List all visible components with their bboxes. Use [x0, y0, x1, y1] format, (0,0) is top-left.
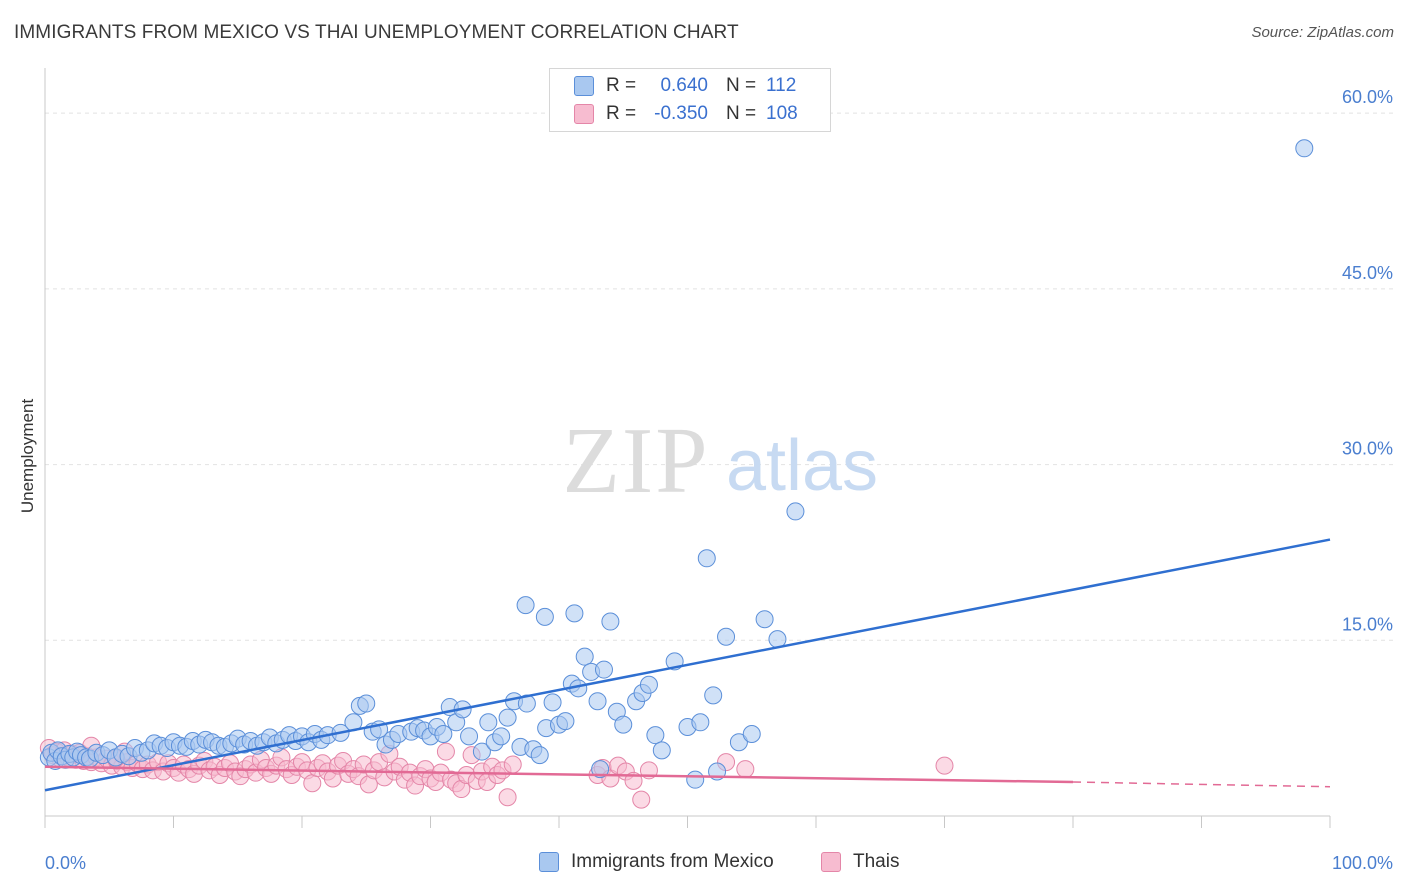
point-mexico — [357, 694, 376, 713]
point-thais — [736, 760, 755, 779]
legend-n-label: N = — [726, 103, 757, 124]
legend-label-thais: Thais — [853, 851, 900, 872]
legend-swatch-mexico — [574, 76, 594, 96]
legend-item-thais: Thais — [821, 851, 899, 873]
trend-line-thais-extension — [1072, 781, 1331, 788]
point-thais — [632, 790, 651, 809]
y-axis-label: Unemployment — [18, 399, 37, 514]
legend-swatch-mexico — [539, 852, 559, 872]
grid-lines — [45, 112, 1393, 641]
point-mexico — [479, 713, 498, 732]
point-mexico — [686, 770, 705, 789]
point-mexico — [492, 727, 511, 746]
y-tick-label: 30.0% — [1342, 439, 1393, 459]
point-mexico — [691, 713, 710, 732]
chart-title: IMMIGRANTS FROM MEXICO VS THAI UNEMPLOYM… — [14, 22, 739, 43]
point-mexico — [535, 607, 554, 626]
legend-item-mexico: Immigrants from Mexico — [539, 851, 774, 873]
point-mexico — [742, 725, 761, 743]
point-thais — [498, 788, 517, 807]
point-mexico — [575, 647, 594, 666]
trend-line-thais — [44, 765, 1074, 784]
mexico-points — [39, 139, 1314, 789]
point-mexico — [543, 693, 562, 712]
correlation-legend: R = 0.640 N = 112 R = -0.350 N = 108 — [549, 68, 831, 132]
axes — [44, 68, 1331, 828]
series-legend: Immigrants from Mexico Thais — [0, 851, 1406, 879]
legend-n-value: 112 — [766, 75, 797, 96]
legend-r-value: 0.640 — [660, 75, 708, 96]
point-mexico — [639, 675, 658, 694]
point-mexico — [729, 733, 748, 752]
point-mexico — [614, 715, 633, 734]
legend-r-label: R = — [606, 75, 637, 96]
point-mexico — [556, 712, 575, 731]
y-tick-label: 60.0% — [1342, 87, 1393, 107]
point-mexico — [717, 627, 736, 646]
point-mexico — [460, 727, 479, 746]
point-mexico — [1295, 139, 1314, 158]
watermark: ZIP atlas — [563, 409, 879, 513]
point-mexico — [704, 686, 723, 705]
legend-r-value: -0.350 — [654, 103, 708, 124]
point-mexico — [516, 596, 535, 615]
point-mexico — [646, 726, 665, 745]
point-thais — [503, 755, 522, 774]
y-tick-label: 15.0% — [1342, 614, 1393, 634]
trend-line-mexico — [44, 538, 1331, 792]
point-mexico — [530, 746, 549, 765]
legend-r-label: R = — [606, 103, 637, 124]
source-credit: Source: ZipAtlas.com — [1251, 24, 1394, 41]
point-mexico — [472, 742, 491, 761]
x-tick-label: 100.0% — [1332, 853, 1393, 873]
legend-label-mexico: Immigrants from Mexico — [571, 851, 774, 872]
point-mexico — [591, 760, 610, 779]
point-mexico — [697, 549, 716, 568]
point-mexico — [498, 708, 517, 727]
point-thais — [935, 756, 954, 775]
y-tick-label: 45.0% — [1342, 263, 1393, 283]
point-mexico — [755, 610, 774, 629]
y-tick-labels: 15.0% 30.0% 45.0% 60.0% — [1342, 87, 1393, 634]
point-mexico — [565, 604, 584, 623]
point-thais — [303, 774, 322, 793]
point-mexico — [588, 692, 607, 711]
legend-row-thais: R = -0.350 N = 108 — [574, 101, 806, 127]
trend-lines — [44, 538, 1331, 792]
x-tick-label: 0.0% — [45, 853, 86, 873]
watermark-atlas: atlas — [726, 426, 878, 506]
point-mexico — [786, 502, 805, 521]
point-mexico — [434, 725, 453, 743]
legend-swatch-thais — [821, 852, 841, 872]
legend-swatch-thais — [574, 104, 594, 124]
legend-n-value: 108 — [766, 103, 798, 124]
point-mexico — [652, 741, 671, 760]
watermark-zip: ZIP — [563, 409, 710, 513]
x-tick-labels: 0.0% 100.0% — [45, 853, 1393, 873]
legend-row-mexico: R = 0.640 N = 112 — [574, 73, 806, 99]
point-mexico — [601, 612, 620, 631]
point-mexico — [594, 660, 613, 679]
point-thais — [436, 742, 455, 761]
legend-n-label: N = — [726, 75, 757, 96]
